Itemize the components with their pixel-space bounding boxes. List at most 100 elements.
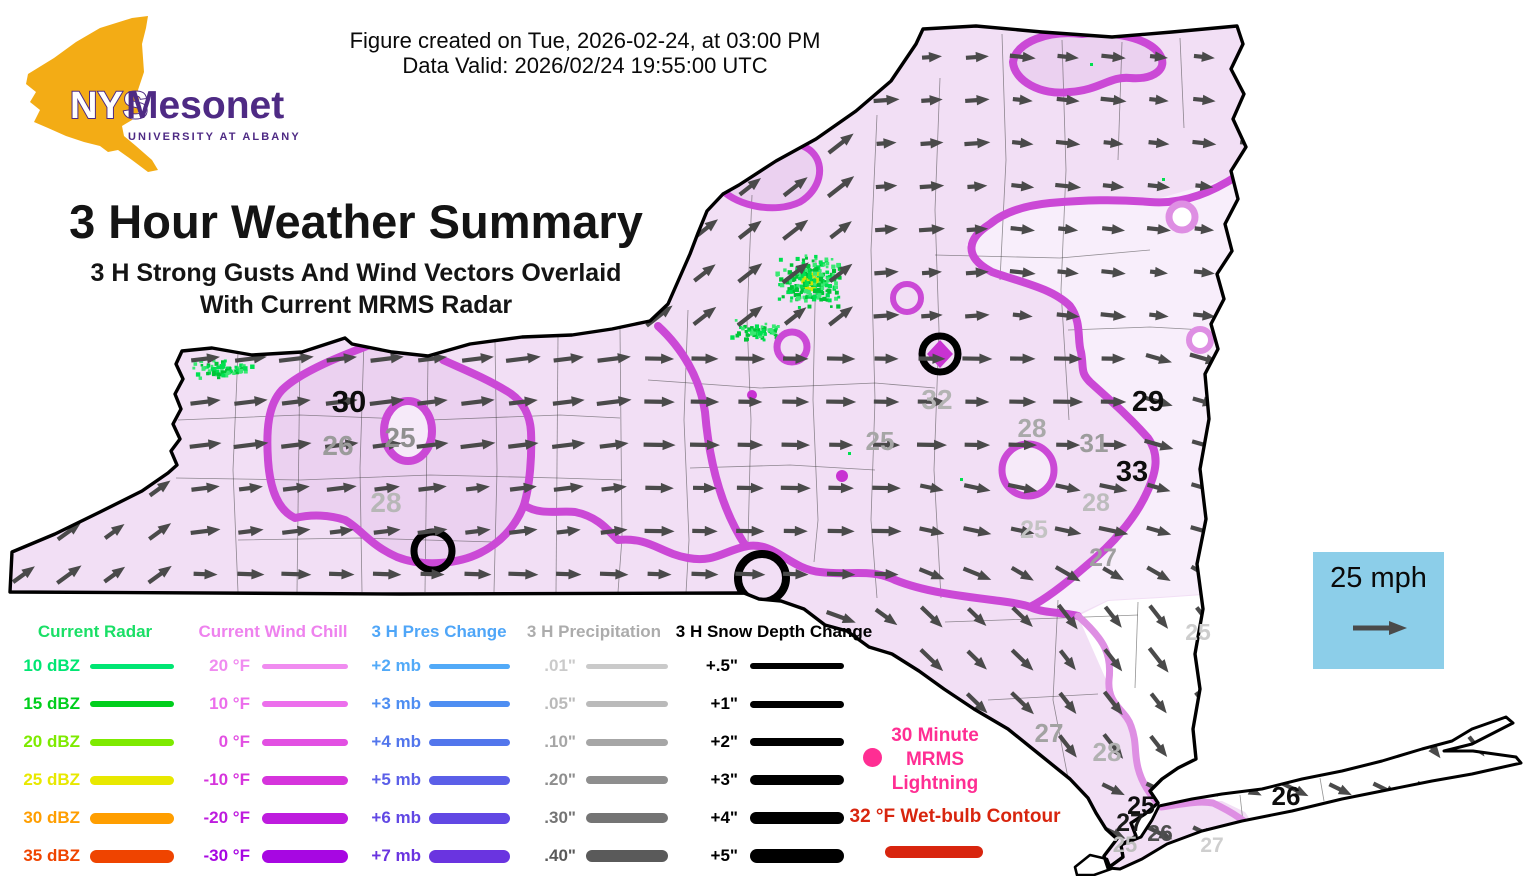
legend-row-label: 35 dBZ [23,846,80,865]
small-ring-oneida [773,328,811,366]
gust-label: 33 [1116,456,1148,488]
ny-state-logo-shape [26,16,158,172]
legend-row-label: -10 °F [203,770,250,789]
legend-row-line [586,738,668,746]
legend-row-label: +3" [710,770,738,789]
wetbulb-legend-label: 32 °F Wet-bulb Contour [849,806,1061,827]
legend-row-label: +1" [710,694,738,713]
legend-column-header: 3 H Precipitation [526,622,662,641]
legend-row-line [750,812,844,824]
legend-row-label: 20 °F [209,656,250,675]
legend-row-line [90,663,174,669]
legend-row-label: +5" [710,846,738,865]
legend-row-label: .01" [544,656,576,675]
gust-label: 28 [1082,489,1110,517]
legend-row-label: .20" [544,770,576,789]
south-wavy-contour [520,501,1034,611]
legend-row-line [750,775,844,785]
wind-scale-arrow-icon [1353,621,1407,635]
legend-row-label: .40" [544,846,576,865]
gust-label: 25 [1020,516,1048,544]
legend-row-line [262,812,348,824]
long-island-fill [1108,717,1521,869]
hudson-light-contour [1074,612,1266,842]
legend-row-line [429,812,510,824]
legend-row-line [262,701,348,707]
legend-row-label: 10 dBZ [23,656,80,675]
legend-row-line [586,850,668,862]
legend-row-line [262,775,348,785]
gust-label: 26 [322,430,353,461]
legend-row-label: 30 dBZ [23,808,80,827]
white-donut-north [1165,200,1199,234]
gust-label: 27 [1200,834,1223,857]
state-fill [10,26,1246,868]
gust-label: 28 [1093,737,1122,767]
legend-column-header: 3 H Snow Depth Change [675,622,873,641]
legend-row-label: +3 mb [371,694,421,713]
legend-column-header: 3 H Pres Change [371,622,507,641]
figure-timestamp-block: Figure created on Tue, 2026-02-24, at 03… [0,28,1170,78]
legend-row-label: +2 mb [371,656,421,675]
gust-label: 27 [1035,718,1064,748]
legend-row-line [90,812,174,824]
li-west-lavender-pocket [1108,800,1262,869]
legend-row-label: 10 °F [209,694,250,713]
legend: Current Radar 10 dBZ 15 dBZ 20 dBZ 25 dBZ 30 … [0,608,1100,876]
legend-row-line [262,738,348,746]
legend-row-line [90,701,174,707]
gust-label: 26 [1147,820,1173,846]
gust-label: 25 [384,422,415,453]
page-title: 3 Hour Weather Summary [69,195,643,248]
legend-row-line [429,663,510,669]
gust-label: 32 [921,384,952,415]
gust-label: 28 [1018,413,1047,443]
gust-label: 27 [1089,544,1117,572]
legend-row-label: +4" [710,808,738,827]
legend-row-line [586,701,668,707]
legend-row-label: .05" [544,694,576,713]
gust-label: 29 [1132,386,1164,418]
legend-row-label: +2" [710,732,738,751]
legend-row-label: .10" [544,732,576,751]
legend-row-label: .30" [544,808,576,827]
west-loop-contour [263,336,536,568]
white-donut-east [1186,326,1214,354]
logo-university-text: UNIVERSITY AT ALBANY [128,131,301,143]
gust-label: 31 [1080,428,1109,458]
radar-echoes [192,63,1165,481]
legend-row-line [750,738,844,746]
wind-scale-label: 25 mph [1330,562,1427,594]
legend-row-line [586,776,668,784]
legend-row-line [90,775,174,785]
wind-scale-box: 25 mph [1313,552,1444,669]
legend-row-label: 0 °F [218,732,250,751]
southeast-white-pocket [1078,595,1203,791]
lightning-dot-icon [863,748,882,767]
data-valid-line: Data Valid: 2026/02/24 19:55:00 UTC [402,53,768,78]
gust-label: 27 [1116,809,1144,837]
gust-label: 28 [370,487,401,518]
gust-label: 25 [1113,832,1137,857]
legend-row-line [750,849,844,863]
state-outline [8,24,1523,876]
main-east-contour [967,172,1241,620]
legend-row-line [429,849,510,863]
figure-created-line: Figure created on Tue, 2026-02-24, at 03… [349,28,821,53]
legend-row-line [586,663,668,669]
legend-row-line [429,738,510,746]
legend-column-header: Current Wind Chill [198,622,348,641]
legend-row-label: +4 mb [371,732,421,751]
legend-row-label: +5 mb [371,770,421,789]
legend-row-label: +7 mb [371,846,421,865]
legend-row-label: +.5" [705,656,738,675]
magenta-dot-2 [836,470,848,482]
mid-arc-contour [654,322,749,549]
nys-mesonet-logo: NYS Mesonet UNIVERSITY AT ALBANY [26,16,301,172]
wetbulb-legend-line [885,846,983,858]
logo-nys-text: NYS [70,85,148,127]
gust-label: 25 [866,426,895,456]
legend-row-label: 15 dBZ [23,694,80,713]
